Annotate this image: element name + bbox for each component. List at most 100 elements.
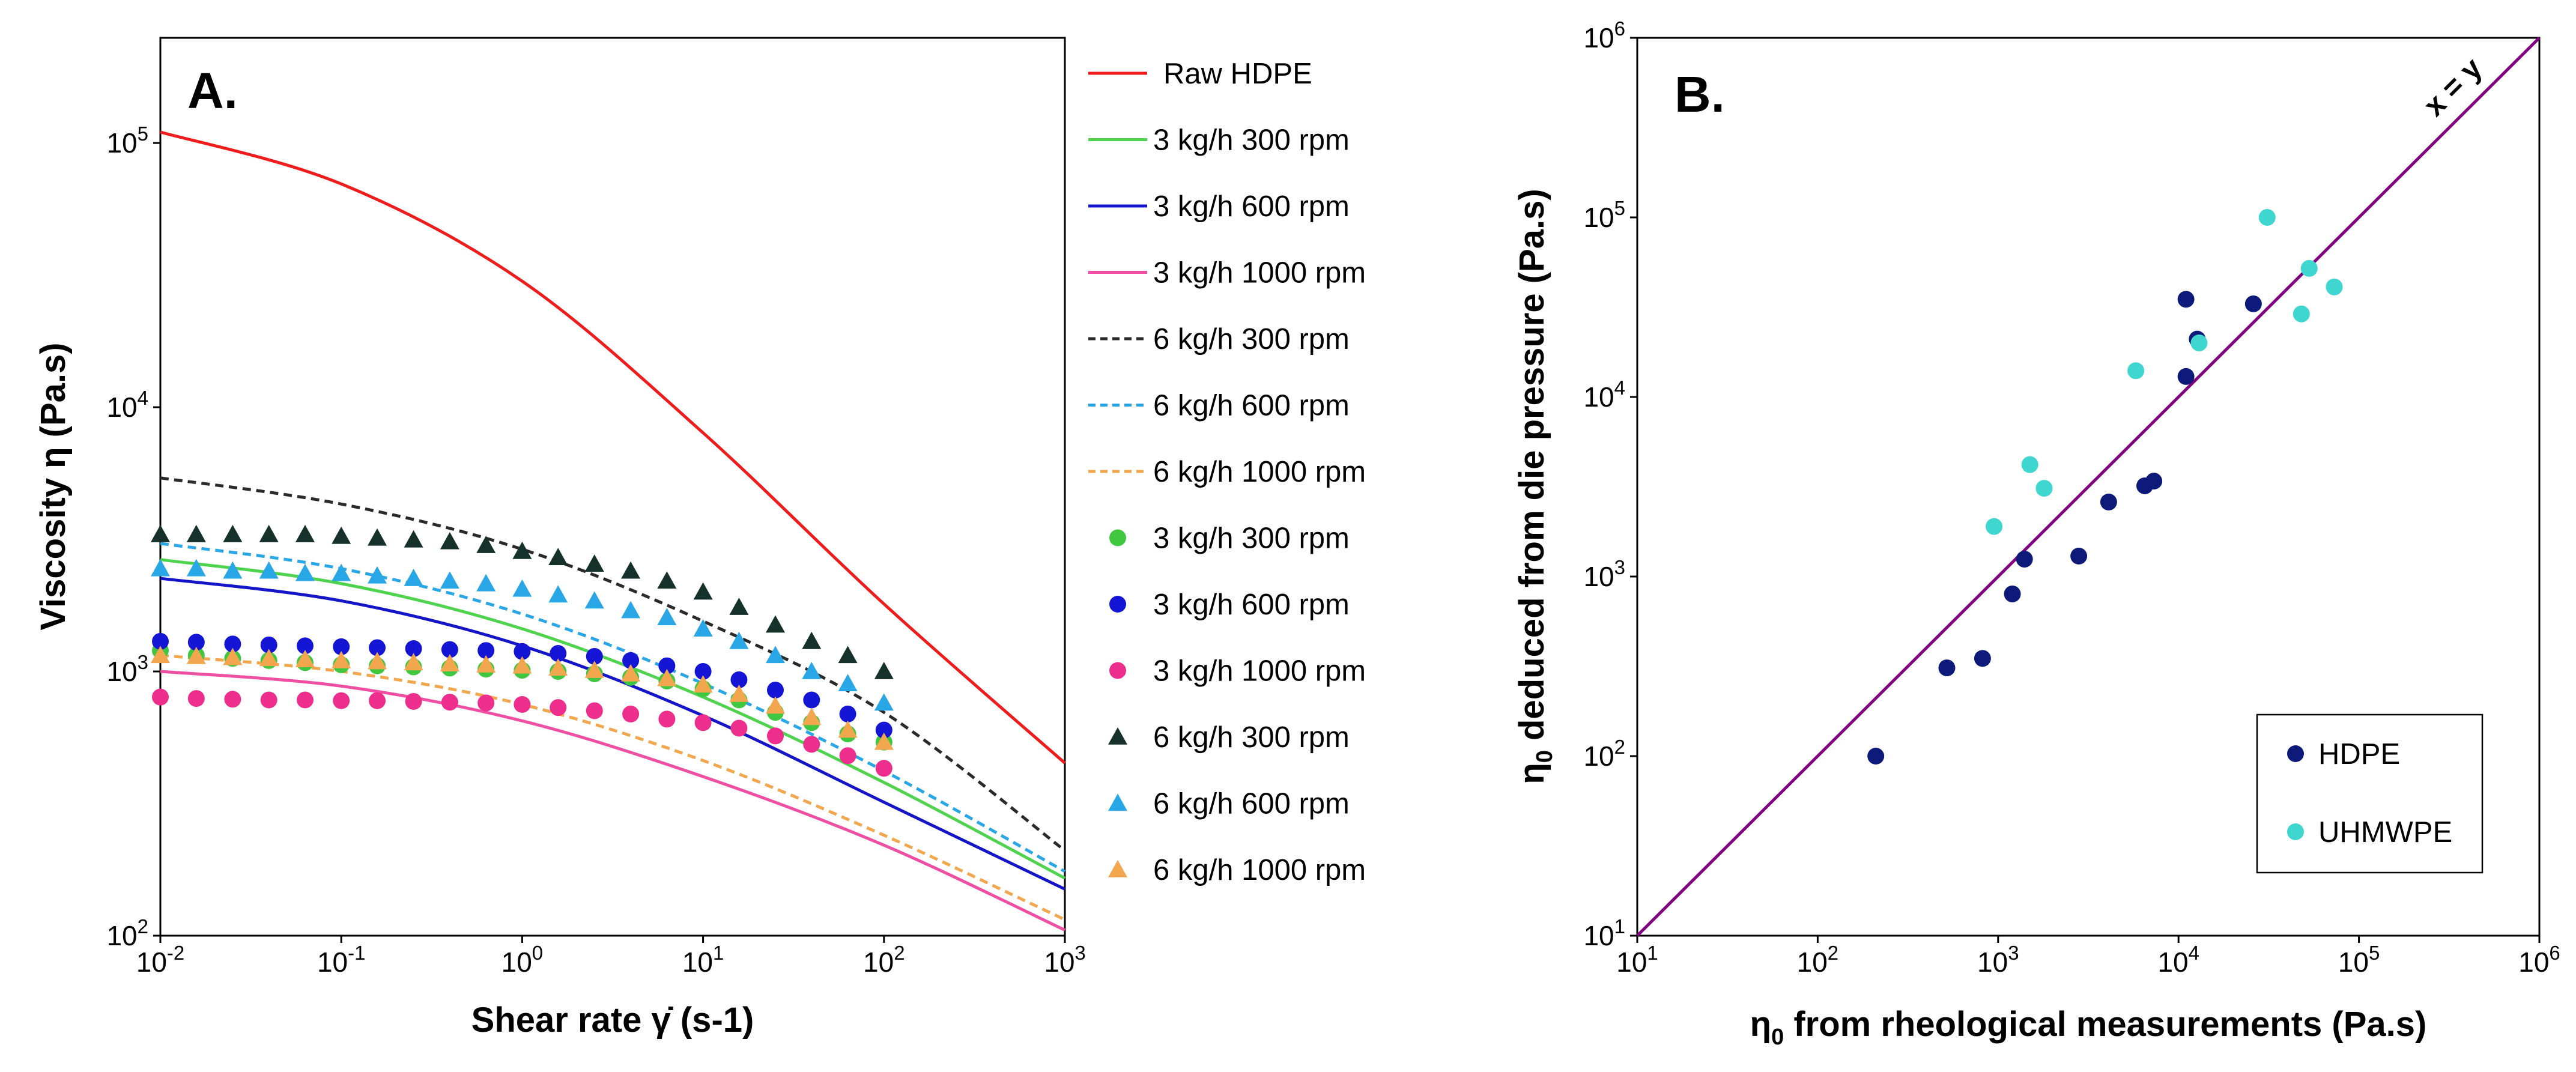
data-point bbox=[1974, 650, 1991, 667]
data-point bbox=[838, 646, 858, 664]
data-point bbox=[658, 710, 676, 728]
series-uhmwpe-points bbox=[1986, 209, 2343, 535]
data-point bbox=[765, 615, 785, 633]
data-point bbox=[621, 601, 641, 619]
data-point bbox=[260, 691, 277, 709]
data-point bbox=[368, 528, 387, 546]
data-point bbox=[369, 692, 386, 709]
data-point bbox=[729, 684, 749, 702]
data-point bbox=[512, 656, 532, 674]
data-point bbox=[2244, 295, 2262, 312]
data-point bbox=[404, 530, 423, 548]
data-point bbox=[259, 561, 279, 579]
data-point bbox=[476, 574, 496, 592]
x-tick-label: 103 bbox=[1044, 942, 1086, 978]
data-point bbox=[2177, 368, 2195, 385]
data-point bbox=[477, 642, 495, 659]
data-point bbox=[368, 652, 387, 670]
legend-entry-3-kg-h-600-rpm-markers: 3 kg/h 600 rpm bbox=[1109, 589, 1350, 621]
data-point bbox=[369, 639, 386, 656]
data-point bbox=[296, 691, 314, 709]
panel-b-y-axis-label-eta: η bbox=[1512, 763, 1551, 784]
x-tick-label: 103 bbox=[1977, 942, 2019, 978]
x-tick-label: 100 bbox=[502, 942, 544, 978]
legend-swatch bbox=[1108, 727, 1127, 745]
legend-label: 6 kg/h 1000 rpm bbox=[1153, 456, 1366, 488]
data-point bbox=[875, 760, 893, 777]
data-point bbox=[2293, 305, 2310, 323]
x-tick-label: 106 bbox=[2518, 942, 2560, 978]
x-tick-label: 101 bbox=[682, 942, 724, 978]
series-3-kg-h-1000-rpm-markers bbox=[152, 688, 893, 777]
x-tick-label: 105 bbox=[2338, 942, 2380, 978]
data-point bbox=[2145, 473, 2163, 490]
data-point bbox=[802, 662, 822, 679]
legend-entry-6-kg-h-600-rpm-line: 6 kg/h 600 rpm bbox=[1088, 390, 1350, 422]
panel-b-y-ticks: 101 102 103 104 105 106 bbox=[1583, 17, 1637, 951]
x-tick-label: 102 bbox=[863, 942, 905, 978]
legend-entry-3-kg-h-300-rpm-markers: 3 kg/h 300 rpm bbox=[1109, 522, 1350, 555]
data-point bbox=[332, 563, 351, 581]
series-6-kg-h-300-rpm-markers bbox=[151, 524, 894, 679]
data-point bbox=[622, 705, 640, 722]
series-3-kg-h-600-rpm-line bbox=[160, 577, 1066, 891]
panel-b-y-axis-label-sub: 0 bbox=[1532, 750, 1557, 763]
data-point bbox=[621, 664, 641, 682]
data-point bbox=[2021, 456, 2038, 473]
data-point bbox=[875, 721, 893, 739]
data-point bbox=[186, 646, 206, 664]
data-point bbox=[694, 714, 712, 731]
series-3-kg-h-600-rpm-markers bbox=[152, 632, 893, 739]
data-point bbox=[2070, 547, 2088, 565]
data-point bbox=[476, 536, 496, 553]
data-point bbox=[765, 646, 785, 664]
data-point bbox=[151, 646, 170, 664]
panel-a-plot-area bbox=[159, 37, 1066, 937]
data-point bbox=[2177, 291, 2195, 308]
legend-entry-3-kg-h-300-rpm-line: 3 kg/h 300 rpm bbox=[1088, 124, 1350, 157]
data-point bbox=[441, 694, 458, 711]
data-point bbox=[333, 638, 350, 655]
panel-a-series bbox=[151, 130, 1066, 931]
data-point bbox=[658, 657, 676, 674]
data-point bbox=[1986, 518, 2003, 535]
data-point bbox=[584, 661, 604, 678]
panel-a-y-ticks: 102 103 104 105 bbox=[106, 123, 160, 951]
data-point bbox=[586, 647, 603, 665]
data-point bbox=[657, 668, 677, 686]
legend-label: 6 kg/h 300 rpm bbox=[1153, 323, 1350, 356]
series-3-kg-h-300-rpm-line bbox=[160, 558, 1066, 880]
legend-entry-6-kg-h-1000-rpm-line: 6 kg/h 1000 rpm bbox=[1088, 456, 1366, 488]
panel-b-x-axis-label: η0 from rheological measurements (Pa.s) bbox=[1750, 1005, 2427, 1050]
data-point bbox=[2300, 259, 2318, 277]
data-point bbox=[476, 655, 496, 673]
data-point bbox=[2004, 585, 2021, 602]
legend-label: 3 kg/h 300 rpm bbox=[1153, 522, 1350, 555]
panel-a-chart: A. 10-2 10-1 100 101 102 103 102 103 104 105 She… bbox=[34, 37, 1366, 1040]
data-point bbox=[874, 732, 894, 750]
data-point bbox=[621, 561, 641, 579]
legend-entry-uhmwpe: UHMWPE bbox=[2287, 816, 2452, 849]
y-tick-label: 101 bbox=[1583, 915, 1625, 951]
panel-b-label: B. bbox=[1674, 66, 1725, 123]
data-point bbox=[548, 585, 568, 603]
legend-swatch bbox=[2287, 745, 2304, 762]
y-tick-label: 104 bbox=[106, 387, 148, 423]
data-point bbox=[152, 632, 169, 650]
panel-b-y-axis-label: η0 deduced from die pressure (Pa.s) bbox=[1512, 189, 1557, 784]
legend-entry-hdpe: HDPE bbox=[2287, 738, 2400, 771]
data-point bbox=[730, 719, 748, 737]
data-point bbox=[332, 650, 351, 668]
legend-swatch bbox=[1109, 662, 1126, 679]
x-tick-label: 104 bbox=[2157, 942, 2199, 978]
data-point bbox=[693, 582, 713, 600]
legend-entry-3-kg-h-600-rpm-line: 3 kg/h 600 rpm bbox=[1088, 190, 1350, 223]
legend-swatch bbox=[1108, 860, 1127, 877]
y-tick-label: 103 bbox=[1583, 556, 1625, 592]
data-point bbox=[333, 692, 350, 709]
data-point bbox=[296, 637, 314, 655]
panel-a-x-ticks: 10-2 10-1 100 101 102 103 bbox=[136, 936, 1086, 978]
x-tick-label: 102 bbox=[1797, 942, 1839, 978]
data-point bbox=[2258, 209, 2276, 226]
data-point bbox=[2127, 362, 2145, 380]
